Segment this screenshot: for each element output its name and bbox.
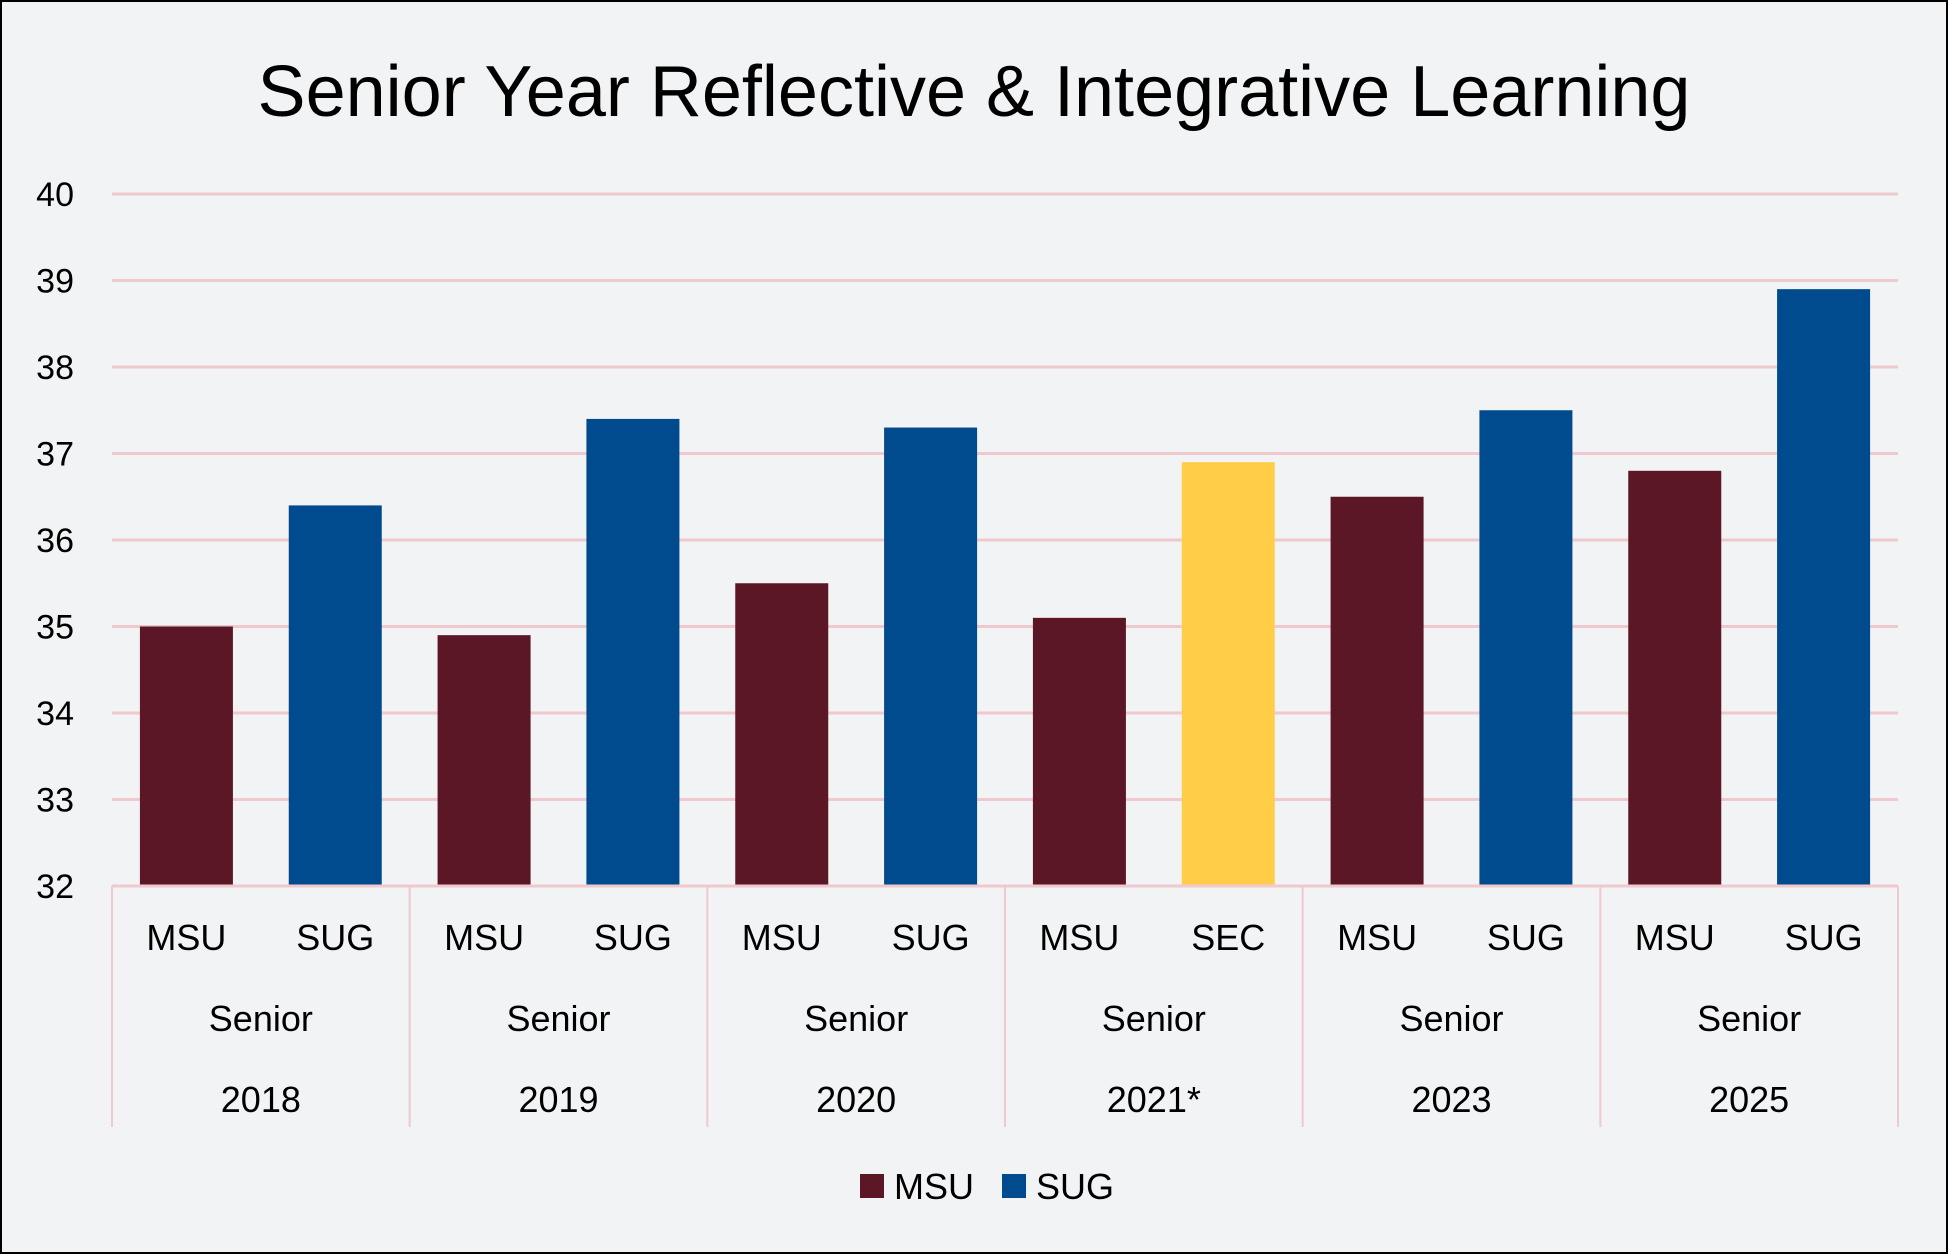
- legend-label-sug: SUG: [1036, 1166, 1114, 1207]
- x-bar-label: SUG: [594, 917, 672, 958]
- x-level-label: Senior: [1102, 998, 1206, 1039]
- x-axis-labels: MSU SUG Senior 2018 MSU SUG Senior 2019 MSU SUG Se…: [111, 884, 1899, 1127]
- x-bar-label: MSU: [742, 917, 822, 958]
- x-year-label: 2025: [1709, 1079, 1789, 1120]
- chart-title: Senior Year Reflective & Integrative Lea…: [258, 52, 1691, 132]
- x-bar-label: MSU: [1635, 917, 1715, 958]
- x-bar-label: SEC: [1191, 917, 1265, 958]
- y-tick-label: 40: [36, 176, 74, 214]
- bar-msu-2021: [1032, 617, 1126, 886]
- x-year-label: 2018: [221, 1079, 301, 1120]
- x-bar-label: MSU: [1337, 917, 1417, 958]
- y-tick-label: 35: [36, 609, 74, 647]
- x-year-label: 2019: [518, 1079, 598, 1120]
- bar-sug-2023: [1479, 410, 1573, 886]
- bar-sug-2020: [884, 427, 978, 886]
- x-level-label: Senior: [1399, 998, 1503, 1039]
- x-bar-label: MSU: [444, 917, 524, 958]
- y-axis-ticks: 32 33 34 35 36 37 38 39 40: [36, 176, 74, 906]
- x-bar-label: SUG: [296, 917, 374, 958]
- y-tick-label: 36: [36, 522, 74, 560]
- bar-sug-2025: [1777, 289, 1871, 886]
- x-bar-label: MSU: [146, 917, 226, 958]
- bar-msu-2025: [1628, 470, 1722, 886]
- y-tick-label: 38: [36, 349, 74, 387]
- x-year-label: 2020: [816, 1079, 896, 1120]
- bar-sug-2018: [288, 505, 382, 886]
- y-tick-label: 33: [36, 782, 74, 820]
- bar-sec-2021: [1181, 462, 1275, 886]
- legend: MSU SUG: [860, 1166, 1114, 1207]
- y-tick-label: 39: [36, 263, 74, 301]
- legend-label-msu: MSU: [894, 1166, 974, 1207]
- x-level-label: Senior: [804, 998, 908, 1039]
- bar-msu-2023: [1330, 496, 1424, 886]
- bars: [139, 289, 1871, 886]
- x-level-label: Senior: [506, 998, 610, 1039]
- x-year-label: 2021*: [1107, 1079, 1201, 1120]
- x-level-label: Senior: [1697, 998, 1801, 1039]
- gridlines: [112, 192, 1898, 801]
- x-bar-label: MSU: [1039, 917, 1119, 958]
- x-level-label: Senior: [209, 998, 313, 1039]
- x-bar-label: SUG: [1487, 917, 1565, 958]
- bar-msu-2018: [139, 626, 233, 886]
- legend-swatch-msu: [860, 1174, 884, 1198]
- y-tick-label: 32: [36, 868, 74, 906]
- bar-msu-2020: [735, 583, 829, 886]
- y-tick-label: 34: [36, 695, 74, 733]
- x-bar-label: SUG: [1785, 917, 1863, 958]
- y-tick-label: 37: [36, 436, 74, 474]
- legend-swatch-sug: [1002, 1174, 1026, 1198]
- x-bar-label: SUG: [892, 917, 970, 958]
- bar-sug-2019: [586, 418, 680, 886]
- x-year-label: 2023: [1411, 1079, 1491, 1120]
- bar-msu-2019: [437, 635, 531, 886]
